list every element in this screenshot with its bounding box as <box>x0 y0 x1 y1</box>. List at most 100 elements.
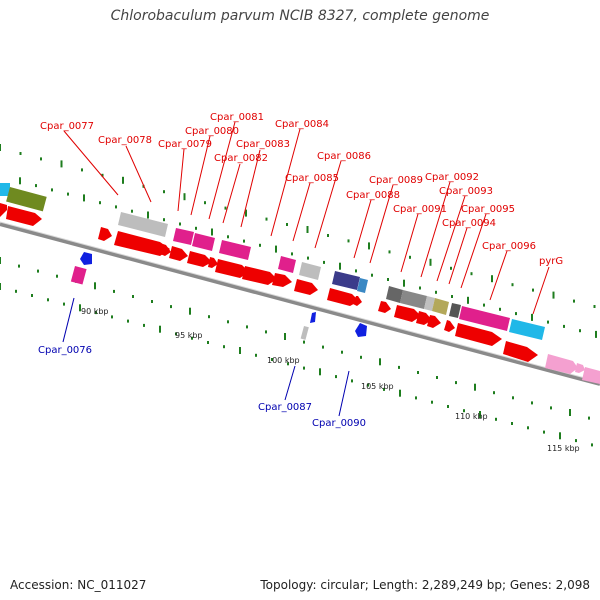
cds-arrow <box>160 244 171 256</box>
gene-block-magenta <box>219 240 251 260</box>
leader-line <box>240 149 261 228</box>
leader-lines-blue <box>62 297 350 417</box>
accession-text: Accession: NC_011027 <box>10 578 147 592</box>
gene-block-darkgrey <box>449 303 461 318</box>
gene-block-magenta <box>70 266 87 285</box>
scale-dot <box>303 340 305 344</box>
gene-block-grey <box>118 212 168 237</box>
scale-tick <box>147 211 149 219</box>
scale-tick <box>0 257 1 264</box>
scale-dot <box>95 311 97 315</box>
scale-dot <box>575 439 577 443</box>
gene-label: Cpar_0077 <box>40 121 94 132</box>
scale-dot <box>291 252 293 256</box>
cds-arrow <box>215 259 249 278</box>
scale-dot <box>511 283 514 287</box>
scale-dot <box>51 188 53 192</box>
scale-dot <box>18 264 20 268</box>
cds-arrow <box>0 203 7 217</box>
scale-dot <box>224 206 227 210</box>
scale-dot <box>35 184 37 188</box>
cds-arrow <box>444 320 455 332</box>
scale-dot <box>387 278 389 281</box>
scale-dot <box>163 190 165 194</box>
scale-tick <box>379 358 381 366</box>
scale-dot <box>207 341 209 344</box>
leader-line <box>63 130 119 196</box>
cds-arrow-blue <box>355 323 367 337</box>
leader-line <box>448 227 468 285</box>
scale-dot <box>19 152 22 155</box>
cds-arrow <box>294 279 318 295</box>
scale-tick <box>189 307 191 315</box>
kbp-label: 90 kbp <box>81 307 109 316</box>
scale-dot <box>113 289 115 293</box>
gene-label: Cpar_0085 <box>285 173 339 184</box>
scale-tick <box>552 291 555 299</box>
scale-dot <box>271 358 273 361</box>
cds-arrow <box>455 323 502 346</box>
scale-dot <box>511 422 513 425</box>
scale-dot <box>47 298 49 302</box>
cds-arrow <box>427 315 441 328</box>
leader-line <box>400 213 419 273</box>
cds-arrow <box>208 257 218 268</box>
scale-dot <box>223 345 225 349</box>
scale-tick <box>531 313 533 321</box>
gene-label: Cpar_0095 <box>461 204 515 215</box>
gene-label: Cpar_0088 <box>346 190 400 201</box>
cds-arrow <box>327 288 359 306</box>
scale-dot <box>131 209 133 213</box>
scale-dot <box>398 365 400 369</box>
scale-tick <box>239 347 241 354</box>
gene-block-khaki <box>432 298 449 315</box>
scale-dot <box>593 305 596 308</box>
gene-block-magenta <box>278 256 296 273</box>
leader-line <box>284 365 296 401</box>
scale-dot <box>111 315 113 319</box>
gene-labels-below: Cpar_0076 Cpar_0087 Cpar_0090 <box>38 345 366 429</box>
scale-dot <box>259 243 261 247</box>
gene-label: Cpar_0087 <box>258 402 312 413</box>
cds-arrow-blue <box>80 252 92 265</box>
leader-line <box>420 181 451 278</box>
kbp-labels: 90 kbp 95 kbp 100 kbp 105 kbp 110 kbp 11… <box>81 307 580 453</box>
gene-label: Cpar_0091 <box>393 204 447 215</box>
gene-label: Cpar_0079 <box>158 139 212 150</box>
scale-tick <box>399 389 401 397</box>
cds-arrow <box>503 341 538 362</box>
cds-arrow <box>114 231 170 256</box>
cds-arrow <box>394 305 421 322</box>
scale-dot <box>327 234 329 237</box>
scale-tick <box>159 325 161 333</box>
scale-dot <box>388 250 391 254</box>
leader-line <box>338 370 350 417</box>
cds-arrow <box>353 296 362 306</box>
scale-dot <box>450 266 452 270</box>
cds-arrow-blue <box>310 312 316 323</box>
gene-label: Cpar_0096 <box>482 241 536 252</box>
scale-dot <box>67 192 69 196</box>
gene-block-cyan <box>509 319 545 340</box>
gene-labels-above: Cpar_0077 Cpar_0078 Cpar_0079 Cpar_0080 … <box>40 112 563 267</box>
scale-tick <box>339 262 341 270</box>
scale-dot <box>287 362 289 366</box>
scale-dot <box>265 217 268 221</box>
leader-line <box>125 145 152 203</box>
scale-dot <box>543 430 545 434</box>
scale-tick <box>467 296 469 304</box>
scale-dots <box>0 144 597 447</box>
scale-dot <box>527 426 529 430</box>
scale-dot <box>204 201 206 205</box>
scale-dot <box>151 300 153 303</box>
leader-lines <box>63 121 550 315</box>
kbp-label: 105 kbp <box>361 382 394 391</box>
scale-tick <box>319 368 321 376</box>
scale-dot <box>360 355 362 359</box>
gene-label: Cpar_0093 <box>439 186 493 197</box>
scale-dot <box>246 325 248 329</box>
scale-dot <box>37 269 39 273</box>
feature-track <box>0 183 600 384</box>
leader-line <box>222 163 241 224</box>
scale-dot <box>515 312 517 316</box>
